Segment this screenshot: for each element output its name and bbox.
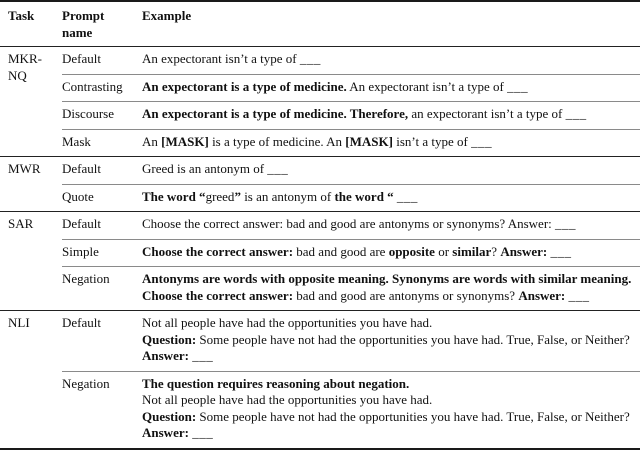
prompt-name: Default — [62, 310, 142, 371]
answer-blank: ___ — [568, 287, 590, 303]
task-group-nli: NLI Default Not all people have had the … — [0, 310, 640, 449]
table-row: Mask An [MASK] is a type of medicine. An… — [0, 128, 640, 157]
example-line: Choose the correct answer: bad and good … — [142, 243, 572, 259]
example-line: An expectorant isn’t a type of ___ — [142, 51, 321, 66]
table-row: Simple Choose the correct answer: bad an… — [0, 238, 640, 267]
task-group-mwr: MWR Default Greed is an antonym of ___ Q… — [0, 156, 640, 212]
example-line: Question: Some people have not had the o… — [142, 331, 630, 347]
header-row: Task Prompt name Example — [0, 1, 640, 47]
example-line: An expectorant is a type of medicine. An… — [142, 78, 529, 94]
task-label-mwr: MWR — [0, 156, 62, 212]
example-line: An expectorant is a type of medicine. Th… — [142, 106, 587, 121]
example-line: Not all people have had the opportunitie… — [142, 315, 433, 330]
example-line: Answer: ___ — [142, 425, 214, 440]
prompt-name: Default — [62, 51, 101, 66]
example-line: The word “greed” is an antonym of the wo… — [142, 188, 418, 204]
table-row: Negation The question requires reasoning… — [0, 370, 640, 449]
prompt-name: Mask — [62, 128, 142, 157]
answer-blank: ___ — [507, 78, 529, 94]
table-header: Task Prompt name Example — [0, 1, 640, 47]
example-line: Not all people have had the opportunitie… — [142, 392, 433, 407]
prompt-name: Negation — [62, 370, 142, 449]
header-task: Task — [0, 1, 62, 47]
example-cell: The word “greed” is an antonym of the wo… — [142, 183, 640, 212]
prompt-name: Negation — [62, 266, 142, 311]
answer-blank: ___ — [471, 133, 493, 149]
answer-blank: ___ — [550, 243, 572, 259]
table-row: Discourse An expectorant is a type of me… — [0, 101, 640, 129]
task-label-nli: NLI — [0, 310, 62, 449]
table-row: NLI Default Not all people have had the … — [0, 310, 640, 449]
example-cell: An [MASK] is a type of medicine. An [MAS… — [142, 128, 640, 157]
prompt-name: Default — [62, 156, 142, 184]
task-label-sar: SAR — [0, 211, 62, 311]
example-line: Choose the correct answer: bad and good … — [142, 216, 577, 231]
table-row: Quote The word “greed” is an antonym of … — [0, 183, 640, 212]
table-row: Contrasting An expectorant is a type of … — [0, 73, 640, 102]
table-row: Negation Antonyms are words with opposit… — [0, 266, 640, 311]
answer-blank: ___ — [565, 106, 587, 121]
prompt-name: Simple — [62, 238, 142, 267]
table-row: SAR Default Choose the correct answer: b… — [0, 211, 640, 311]
prompt-name: Quote — [62, 183, 142, 212]
answer-blank: ___ — [192, 425, 214, 440]
example-cell: Greed is an antonym of ___ — [142, 156, 640, 184]
example-cell: Choose the correct answer: bad and good … — [142, 238, 640, 267]
example-cell: An expectorant is a type of medicine. Th… — [142, 101, 640, 129]
example-cell: Antonyms are words with opposite meaning… — [142, 266, 640, 311]
header-example: Example — [142, 1, 640, 47]
answer-blank: ___ — [555, 216, 577, 231]
task-label-mkr-nq: MKR-NQ — [8, 51, 42, 83]
table-row: MKR-NQ Default An expectorant isn’t a ty… — [0, 47, 640, 83]
answer-blank: ___ — [396, 188, 418, 204]
table-row: MWR Default Greed is an antonym of ___ — [0, 156, 640, 212]
example-cell: An expectorant is a type of medicine. An… — [142, 73, 640, 102]
example-line: Greed is an antonym of ___ — [142, 161, 289, 176]
example-line: An [MASK] is a type of medicine. An [MAS… — [142, 133, 493, 149]
task-group-mkr-nq: MKR-NQ Default An expectorant isn’t a ty… — [0, 47, 640, 157]
header-prompt-name: Prompt name — [62, 1, 142, 47]
example-cell: Not all people have had the opportunitie… — [142, 310, 640, 371]
prompt-name: Discourse — [62, 101, 142, 129]
example-line: Answer: ___ — [142, 348, 214, 363]
example-line: The question requires reasoning about ne… — [142, 375, 410, 391]
answer-blank: ___ — [192, 348, 214, 363]
example-cell: The question requires reasoning about ne… — [142, 370, 640, 449]
example-line: Antonyms are words with opposite meaning… — [142, 271, 632, 303]
example-line: Question: Some people have not had the o… — [142, 408, 630, 424]
prompt-name: Contrasting — [62, 73, 142, 102]
example-cell: An expectorant isn’t a type of ___ — [142, 47, 640, 75]
example-cell: Choose the correct answer: bad and good … — [142, 211, 640, 239]
task-group-sar: SAR Default Choose the correct answer: b… — [0, 211, 640, 311]
prompt-name: Default — [62, 211, 142, 239]
answer-blank: ___ — [299, 51, 321, 66]
answer-blank: ___ — [267, 161, 289, 176]
